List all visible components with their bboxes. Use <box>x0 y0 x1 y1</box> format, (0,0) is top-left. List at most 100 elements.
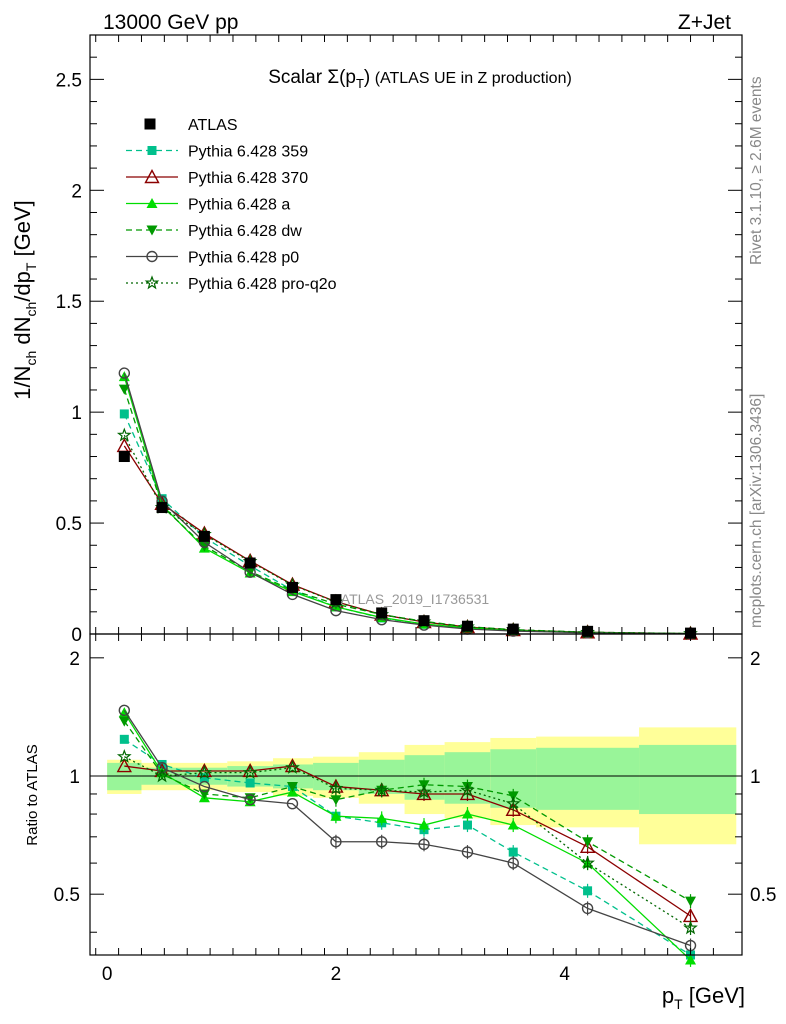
series-point-ratio <box>242 764 258 779</box>
series-point-ratio <box>418 838 430 850</box>
x-tick-label: 0 <box>102 964 113 985</box>
legend-marker <box>146 225 158 236</box>
legend-marker <box>144 275 160 290</box>
series-point-ratio <box>508 847 518 857</box>
series-point-ratio <box>156 761 168 774</box>
data-point <box>198 530 210 542</box>
x-tick-label: 4 <box>559 964 570 985</box>
series-line-ratio <box>123 738 691 956</box>
series-point-ratio <box>685 954 697 965</box>
y-tick-label: 2.5 <box>56 70 82 91</box>
series-point-ratio <box>507 857 519 869</box>
series-point-ratio <box>416 786 432 801</box>
data-point <box>376 607 388 619</box>
chart-title: Scalar Σ(pT) (ATLAS UE in Z production) <box>268 67 572 91</box>
series-point-ratio <box>416 784 432 799</box>
series-point-ratio <box>245 778 255 788</box>
svg-text:1/Nch dNch/dpT [GeV]: 1/Nch dNch/dpT [GeV] <box>10 200 39 400</box>
series-point-ratio <box>462 820 472 830</box>
y-tick-label: 0.5 <box>56 514 82 535</box>
series-point-ratio <box>118 704 131 717</box>
data-point <box>244 557 256 569</box>
y-tick-label: 1.5 <box>56 292 82 313</box>
legend-label: Pythia 6.428 370 <box>188 170 308 187</box>
series-point-ratio <box>460 782 475 797</box>
series-point-ratio <box>286 798 299 810</box>
series-line-ratio <box>123 709 691 947</box>
data-point <box>418 615 430 627</box>
y-tick-label: 1 <box>71 403 82 424</box>
series-point-ratio <box>581 902 594 915</box>
svg-text:pT [GeV]: pT [GeV] <box>662 983 745 1012</box>
ratio-tick-label: 0.5 <box>54 885 80 906</box>
legend-marker <box>144 169 160 184</box>
series-point-ratio <box>375 836 388 848</box>
series-point-ratio <box>199 773 209 783</box>
series-line-upper <box>123 372 691 635</box>
ratio-tick-label: 2 <box>69 649 80 670</box>
y-tick-label: 0 <box>71 625 82 646</box>
data-point <box>582 625 594 637</box>
series-point-upper <box>119 409 129 419</box>
legend-label: ATLAS <box>188 117 238 134</box>
series-point-ratio <box>116 758 132 773</box>
svg-text:Scalar Σ(pT) (ATLAS UE in Z pr: Scalar Σ(pT) (ATLAS UE in Z production) <box>268 67 572 91</box>
legend-marker <box>146 198 158 208</box>
series-point-ratio <box>685 896 697 907</box>
x-axis-label: pT [GeV] <box>662 983 745 1012</box>
ratio-tick-label: 0.5 <box>750 885 776 906</box>
rivet-label: Rivet 3.1.10, ≥ 2.6M events <box>748 76 765 265</box>
series-line-ratio <box>123 720 691 902</box>
series-point-upper <box>116 437 132 453</box>
series-line-ratio <box>124 765 691 917</box>
data-point <box>461 620 473 632</box>
data-point <box>507 623 519 635</box>
series-point-upper <box>330 604 342 617</box>
band-green <box>536 747 640 810</box>
series-point-ratio <box>330 810 342 821</box>
series-point-ratio <box>505 795 521 811</box>
series-point-ratio <box>507 819 519 830</box>
series-point-ratio <box>198 789 210 800</box>
ratio-tick-label: 2 <box>750 649 761 670</box>
header-right: Z+Jet <box>678 11 731 34</box>
band-green <box>639 744 737 815</box>
legend-label: Pythia 6.428 p0 <box>188 250 299 267</box>
series-point-ratio <box>461 846 474 858</box>
series-point-ratio <box>583 886 593 896</box>
series-point-ratio <box>376 812 388 823</box>
data-point <box>330 594 342 606</box>
legend-marker <box>147 146 157 155</box>
series-point-ratio <box>683 920 698 935</box>
y-tick-label: 2 <box>71 181 82 202</box>
series-point-ratio <box>119 734 129 744</box>
legend-marker <box>146 250 158 263</box>
series-point-upper <box>118 384 130 395</box>
series-point-ratio <box>154 768 170 783</box>
data-point <box>156 502 168 514</box>
ratio-axis-label: Ratio to ATLAS <box>24 744 41 845</box>
series-point-upper <box>118 371 130 382</box>
legend-label: Pythia 6.428 pro-q2o <box>188 276 337 293</box>
series-point-ratio <box>118 716 130 727</box>
data-point <box>286 581 298 593</box>
mcplots-label: mcplots.cern.ch [arXiv:1306.3436] <box>748 394 765 628</box>
series-point-ratio <box>197 764 212 779</box>
series-point-upper <box>118 367 131 379</box>
series-line-upper <box>123 376 691 635</box>
legend-label: Pythia 6.428 a <box>188 197 290 214</box>
watermark: ATLAS_2019_I1736531 <box>341 591 490 607</box>
series-point-ratio <box>461 808 473 819</box>
series-point-ratio <box>330 795 342 806</box>
series-point-ratio <box>505 801 521 817</box>
series-point-ratio <box>198 780 211 793</box>
series-point-ratio <box>418 819 430 830</box>
series-point-ratio <box>330 836 342 848</box>
series-line-upper <box>123 388 691 635</box>
legend-label: Pythia 6.428 359 <box>188 144 308 161</box>
series-point-ratio <box>580 855 595 870</box>
series-point-ratio <box>244 794 256 806</box>
series-point-ratio <box>582 837 594 848</box>
header-left: 13000 GeV pp <box>103 11 238 34</box>
